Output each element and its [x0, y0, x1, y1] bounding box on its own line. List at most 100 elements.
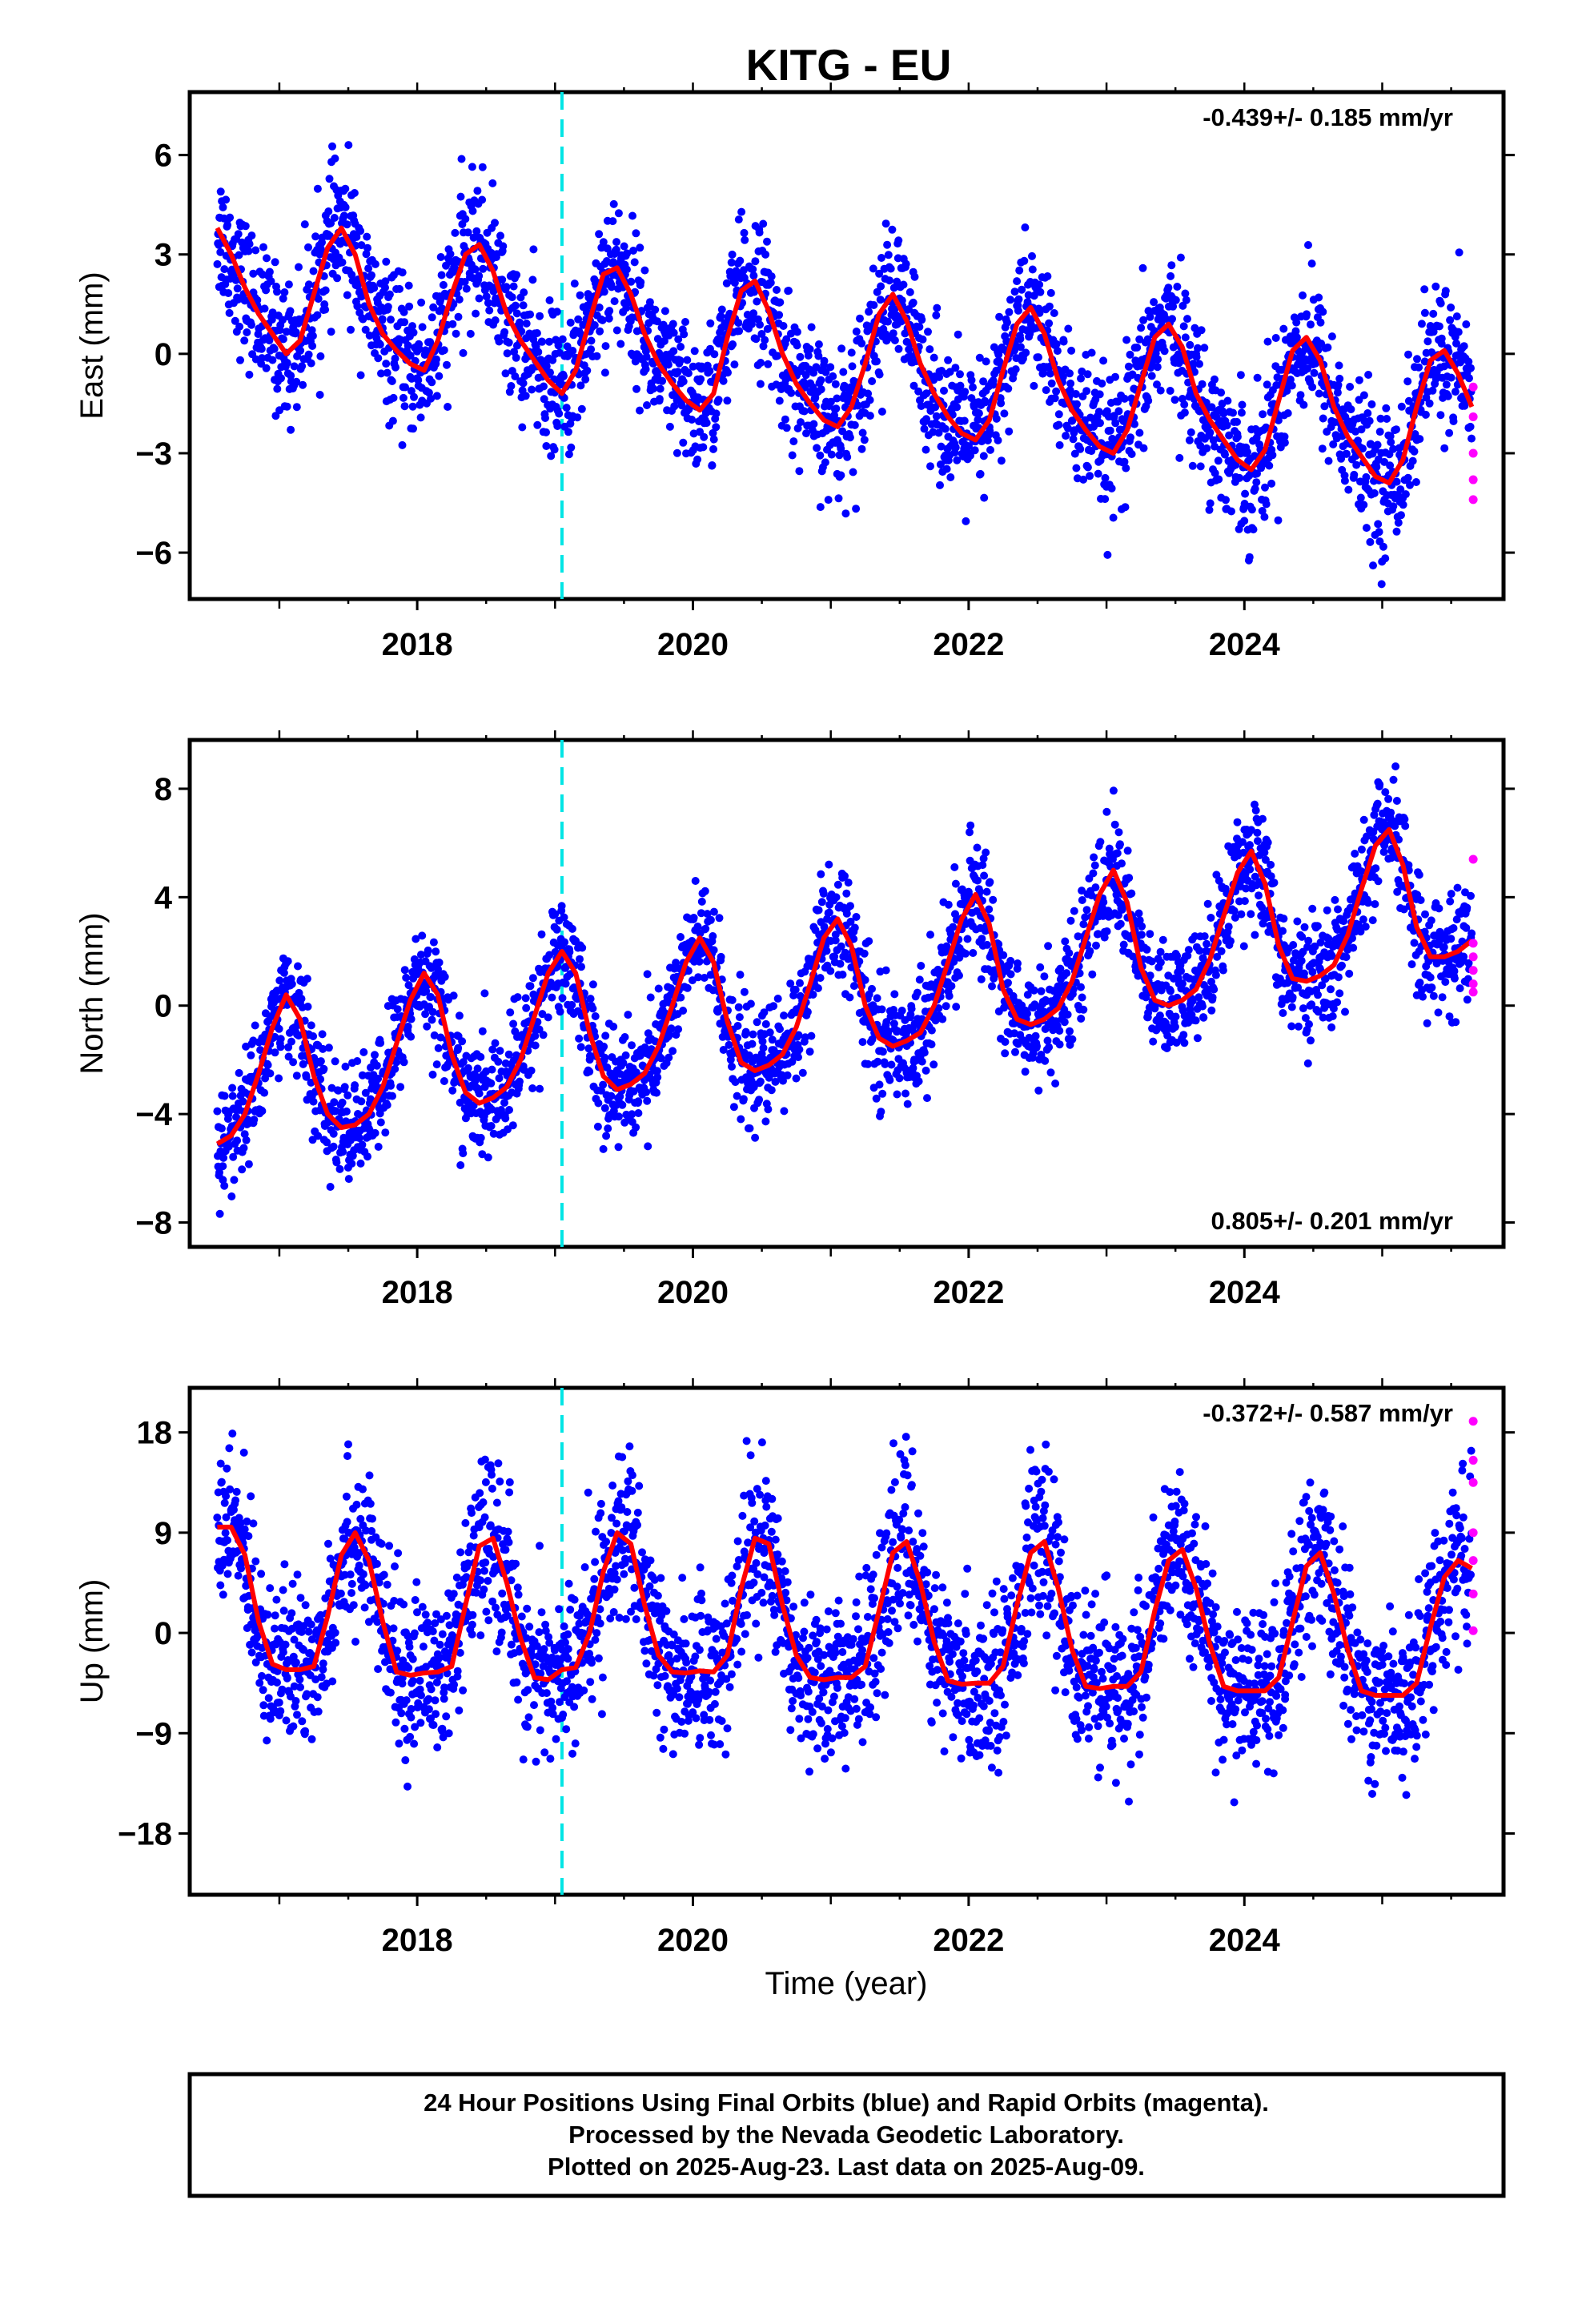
final-orbit-point [469, 233, 478, 242]
final-orbit-point [500, 1099, 508, 1107]
final-orbit-point [974, 409, 983, 418]
final-orbit-point [1061, 937, 1070, 946]
final-orbit-point [586, 995, 595, 1003]
final-orbit-point [875, 370, 884, 379]
final-orbit-point [897, 1007, 906, 1015]
final-orbit-point [793, 424, 802, 432]
final-orbit-point [1386, 432, 1395, 440]
final-orbit-point [832, 404, 841, 413]
final-orbit-point [422, 987, 431, 995]
final-orbit-point [665, 422, 674, 431]
final-orbit-point [396, 1083, 405, 1092]
final-orbit-point [1089, 869, 1098, 878]
final-orbit-point [1102, 927, 1111, 935]
final-orbit-point [1287, 381, 1296, 390]
final-orbit-point [333, 274, 342, 283]
final-orbit-point [330, 214, 339, 222]
final-orbit-point [981, 398, 990, 407]
final-orbit-point [1382, 404, 1391, 412]
final-orbit-point [341, 203, 350, 211]
final-orbit-point [1064, 324, 1073, 333]
final-orbit-point [437, 271, 446, 279]
final-orbit-point [402, 973, 411, 982]
final-orbit-point [350, 189, 359, 197]
final-orbit-point [830, 411, 839, 420]
final-orbit-point [1375, 528, 1383, 537]
final-orbit-point [1079, 1005, 1088, 1014]
final-orbit-point [398, 268, 407, 277]
final-orbit-point [953, 456, 962, 464]
final-orbit-point [478, 1150, 487, 1159]
final-orbit-point [304, 280, 313, 289]
final-orbit-point [479, 264, 488, 273]
final-orbit-point [875, 1080, 884, 1089]
final-orbit-point [428, 313, 436, 322]
final-orbit-point [878, 1047, 887, 1056]
final-orbit-point [1267, 479, 1276, 488]
final-orbit-point [1133, 344, 1142, 352]
final-orbit-point [917, 1057, 926, 1066]
final-orbit-point [903, 1100, 912, 1108]
final-orbit-point [356, 1159, 365, 1168]
final-orbit-point [881, 966, 890, 975]
final-orbit-point [877, 408, 886, 416]
final-orbit-point [934, 1004, 943, 1012]
final-orbit-point [1014, 295, 1023, 304]
final-orbit-point [960, 416, 969, 425]
final-orbit-point [989, 376, 998, 385]
final-orbit-point [889, 283, 898, 292]
final-orbit-point [1079, 475, 1088, 484]
final-orbit-point [415, 345, 424, 353]
final-orbit-point [1441, 287, 1450, 296]
final-orbit-point [937, 442, 946, 451]
final-orbit-point [740, 987, 749, 996]
final-orbit-point [435, 958, 444, 967]
final-orbit-point [267, 277, 275, 286]
final-orbit-point [232, 1112, 240, 1121]
final-orbit-point [1074, 932, 1082, 941]
final-orbit-point [396, 284, 404, 293]
final-orbit-point [636, 1051, 644, 1060]
final-orbit-point [262, 364, 271, 372]
final-orbit-point [605, 307, 614, 316]
final-orbit-point [331, 154, 339, 163]
final-orbit-point [459, 1058, 468, 1067]
final-orbit-point [309, 1032, 318, 1040]
final-orbit-point [915, 975, 924, 984]
final-orbit-point [755, 228, 764, 237]
final-orbit-point [307, 359, 315, 368]
final-orbit-point [1207, 403, 1216, 412]
final-orbit-point [1077, 1015, 1086, 1023]
final-orbit-point [362, 250, 371, 259]
final-orbit-point [1153, 380, 1161, 389]
final-orbit-point [950, 862, 959, 871]
final-orbit-point [299, 380, 307, 389]
final-orbit-point [1389, 502, 1398, 511]
final-orbit-point [1028, 265, 1037, 274]
final-orbit-point [1106, 426, 1114, 435]
final-orbit-point [873, 287, 881, 296]
final-orbit-point [1344, 485, 1353, 494]
final-orbit-points [213, 141, 1476, 589]
final-orbit-point [542, 428, 550, 436]
final-orbit-point [1010, 346, 1018, 355]
final-orbit-point [1308, 383, 1317, 392]
final-orbit-point [427, 993, 436, 1001]
final-orbit-point [759, 1043, 768, 1052]
final-orbit-point [552, 308, 561, 316]
final-orbit-point [456, 1161, 465, 1169]
final-orbit-point [974, 416, 982, 424]
final-orbit-point [1005, 308, 1014, 316]
final-orbit-point [244, 1160, 253, 1168]
final-orbit-point [1307, 320, 1315, 329]
final-orbit-point [329, 1129, 338, 1138]
final-orbit-point [694, 973, 703, 982]
final-orbit-point [253, 296, 262, 304]
final-orbit-point [240, 336, 249, 345]
final-orbit-point [837, 344, 846, 353]
final-orbit-point [702, 419, 711, 428]
final-orbit-point [560, 372, 568, 380]
final-orbit-point [758, 1037, 767, 1046]
final-orbit-point [773, 352, 781, 360]
